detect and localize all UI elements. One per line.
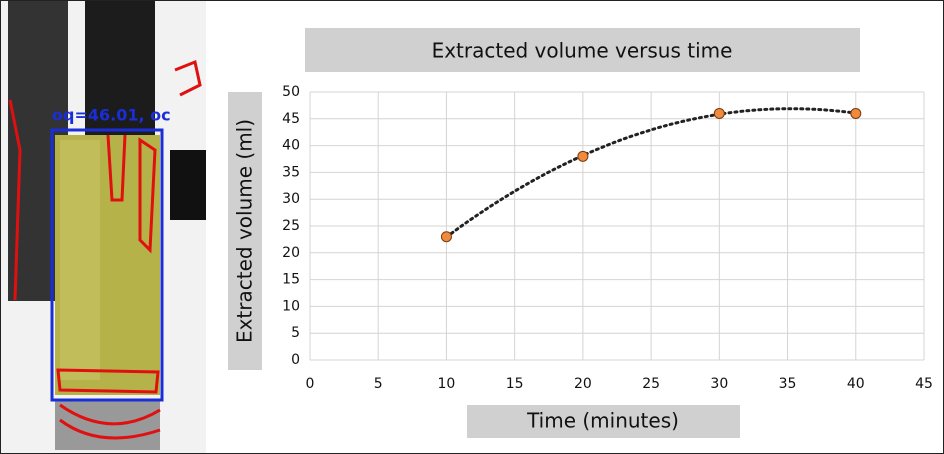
photo-shadow: [170, 150, 206, 220]
x-tick-label: 45: [915, 376, 933, 392]
plot: 0 5 10 15 20 25 30 35 40 45 50 0 5 10 15 20 25 30 35 40 45: [282, 84, 933, 392]
photo-contour: [8, 59, 202, 301]
photo-tube-top: [85, 1, 155, 141]
point: [440, 231, 452, 243]
y-tick-label: 10: [282, 298, 300, 314]
y-tick-label: 30: [282, 191, 300, 207]
y-label-box: [228, 92, 262, 370]
y-tick-label: 25: [282, 218, 300, 234]
point: [850, 107, 862, 119]
point: [713, 107, 725, 119]
x-tick-label: 35: [779, 376, 797, 392]
x-label-box: [467, 405, 740, 438]
x-tick-label: 25: [642, 376, 660, 392]
x-tick-label: 0: [306, 376, 315, 392]
trendline: [444, 107, 858, 239]
photo-highlight: [60, 140, 100, 380]
y-tick-label: 20: [282, 245, 300, 261]
y-tick-label: 35: [282, 164, 300, 180]
photo: oq=46.01, oc: [1, 1, 206, 453]
x-tick-label: 10: [438, 376, 456, 392]
x-tick-label: 30: [710, 376, 728, 392]
point: [577, 150, 589, 162]
chart-title: Extracted volume versus time: [432, 39, 733, 63]
y-tick-label: 0: [291, 352, 300, 368]
y-axis-label: Extracted volume (ml): [233, 119, 257, 343]
photo-box: [50, 128, 164, 402]
photo-contour: [56, 134, 161, 440]
y-tick-label: 50: [282, 84, 300, 100]
x-axis-label: Time (minutes): [526, 409, 679, 433]
x-tick-label: 40: [847, 376, 865, 392]
y-tick-label: 40: [282, 138, 300, 154]
photo-label: oq=46.01, oc: [52, 106, 171, 125]
title-box: [305, 28, 860, 72]
y-tick-label: 45: [282, 111, 300, 127]
y-tick-label: 5: [291, 325, 300, 341]
y-tick-label: 15: [282, 272, 300, 288]
x-tick-label: 15: [506, 376, 524, 392]
x-tick-label: 20: [574, 376, 592, 392]
x-tick-label: 5: [374, 376, 383, 392]
